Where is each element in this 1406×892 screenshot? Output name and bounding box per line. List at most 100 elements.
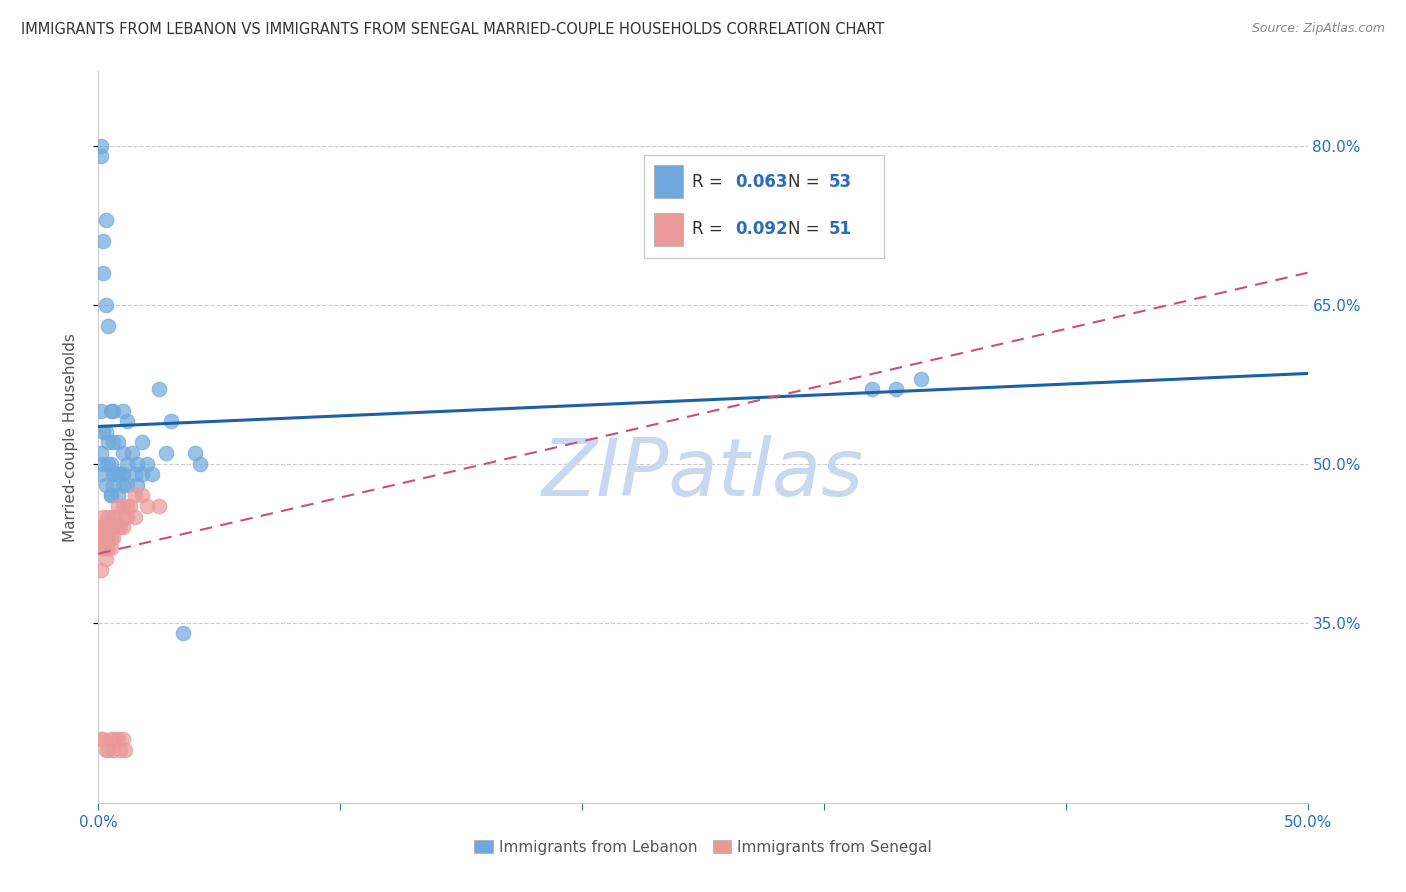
Point: [148, 383, 170, 397]
Point: [101, 403, 124, 417]
Point: [91, 457, 114, 471]
Point: [91, 509, 114, 524]
Point: [91, 425, 114, 439]
Point: [131, 467, 153, 482]
Point: [117, 414, 139, 428]
Point: [114, 509, 136, 524]
Point: [90, 541, 112, 556]
Point: [117, 457, 139, 471]
Point: [141, 467, 163, 482]
Point: [100, 520, 122, 534]
Text: N =: N =: [789, 220, 825, 238]
Point: [108, 520, 131, 534]
Point: [188, 457, 211, 471]
Point: [97, 743, 120, 757]
Point: [90, 403, 112, 417]
FancyBboxPatch shape: [654, 165, 683, 198]
Point: [135, 499, 157, 513]
Point: [94, 743, 117, 757]
Point: [100, 488, 122, 502]
Point: [111, 732, 134, 747]
Point: [131, 488, 153, 502]
Text: N =: N =: [789, 173, 825, 191]
Point: [184, 446, 207, 460]
Point: [97, 531, 120, 545]
Text: 51: 51: [830, 220, 852, 238]
Point: [111, 499, 134, 513]
Text: 53: 53: [830, 173, 852, 191]
Point: [108, 743, 131, 757]
Point: [100, 457, 122, 471]
Text: R =: R =: [692, 220, 728, 238]
Point: [107, 732, 129, 747]
Point: [124, 488, 146, 502]
Legend: Immigrants from Lebanon, Immigrants from Senegal: Immigrants from Lebanon, Immigrants from…: [468, 834, 938, 861]
Point: [131, 435, 153, 450]
Point: [107, 488, 129, 502]
Point: [121, 446, 143, 460]
Point: [97, 509, 120, 524]
Text: 0.092: 0.092: [735, 220, 787, 238]
Point: [100, 403, 122, 417]
Point: [94, 520, 117, 534]
Point: [104, 467, 127, 482]
Point: [94, 531, 117, 545]
Point: [111, 477, 134, 491]
Point: [104, 520, 127, 534]
Point: [91, 541, 114, 556]
Point: [886, 383, 908, 397]
Point: [100, 488, 122, 502]
Point: [107, 499, 129, 513]
Point: [135, 457, 157, 471]
Point: [124, 509, 146, 524]
Point: [101, 531, 124, 545]
Point: [101, 743, 124, 757]
Point: [101, 467, 124, 482]
Point: [101, 520, 124, 534]
Text: R =: R =: [692, 173, 728, 191]
Point: [118, 499, 141, 513]
Text: 0.063: 0.063: [735, 173, 787, 191]
Point: [90, 467, 112, 482]
Point: [91, 266, 114, 280]
Point: [117, 509, 139, 524]
Point: [124, 467, 146, 482]
Point: [97, 435, 120, 450]
Point: [104, 509, 127, 524]
Point: [94, 297, 117, 311]
Point: [94, 425, 117, 439]
Point: [117, 477, 139, 491]
Point: [101, 477, 124, 491]
Point: [160, 414, 183, 428]
Point: [94, 212, 117, 227]
Point: [94, 552, 117, 566]
FancyBboxPatch shape: [654, 213, 683, 246]
FancyBboxPatch shape: [644, 155, 884, 258]
Point: [90, 563, 112, 577]
Point: [100, 541, 122, 556]
Point: [91, 234, 114, 248]
Point: [90, 446, 112, 460]
Point: [111, 520, 134, 534]
Point: [107, 435, 129, 450]
Point: [101, 509, 124, 524]
Point: [114, 743, 136, 757]
Point: [107, 467, 129, 482]
Point: [91, 520, 114, 534]
Point: [127, 477, 149, 491]
Point: [97, 541, 120, 556]
Text: IMMIGRANTS FROM LEBANON VS IMMIGRANTS FROM SENEGAL MARRIED-COUPLE HOUSEHOLDS COR: IMMIGRANTS FROM LEBANON VS IMMIGRANTS FR…: [21, 22, 884, 37]
Point: [101, 435, 124, 450]
Point: [94, 520, 117, 534]
Point: [860, 383, 883, 397]
Point: [91, 531, 114, 545]
Point: [94, 541, 117, 556]
Point: [111, 446, 134, 460]
Point: [104, 732, 127, 747]
Point: [111, 403, 134, 417]
Point: [90, 520, 112, 534]
Point: [91, 732, 114, 747]
Y-axis label: Married-couple Households: Married-couple Households: [63, 333, 77, 541]
Text: ZIPatlas: ZIPatlas: [541, 434, 865, 513]
Point: [100, 732, 122, 747]
